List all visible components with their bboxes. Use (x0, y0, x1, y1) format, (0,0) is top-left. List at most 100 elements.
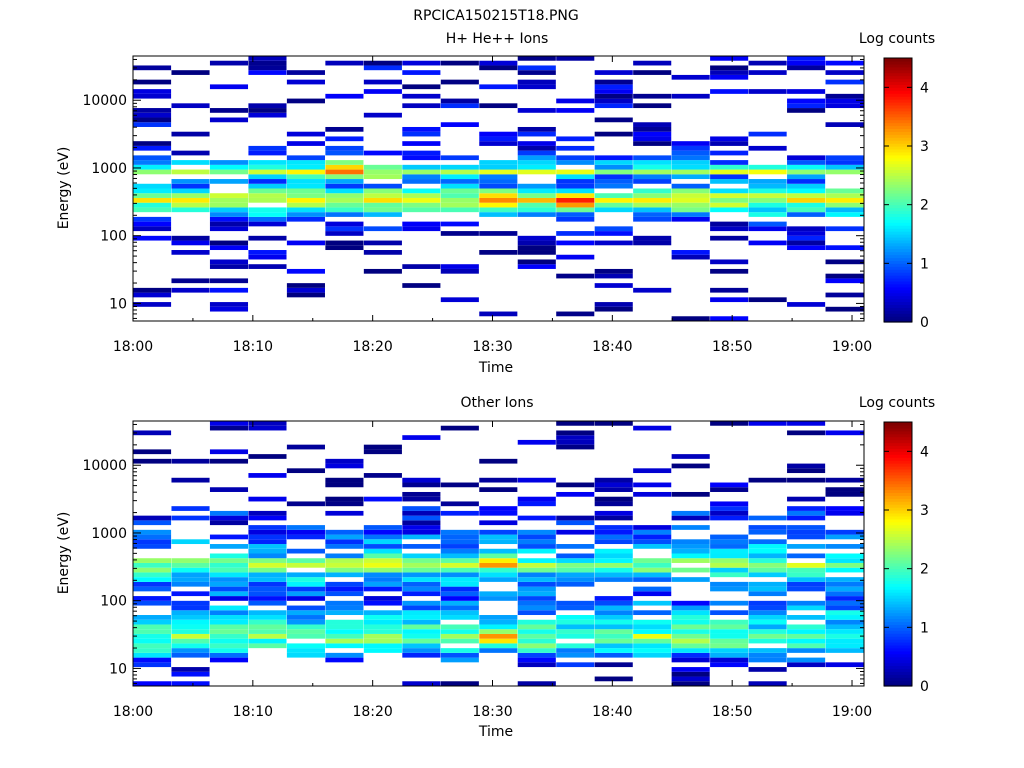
heatmap-cell (787, 245, 826, 251)
heatmap-cell (556, 136, 595, 142)
heatmap-cell (594, 629, 633, 634)
heatmap-cell (787, 197, 826, 203)
heatmap-cell (594, 84, 633, 90)
colorbar-swatch (884, 207, 912, 212)
heatmap-cell (671, 629, 710, 634)
heatmap-cell (748, 648, 787, 653)
heatmap-cell (133, 638, 172, 644)
heatmap-cell (402, 174, 441, 180)
heatmap-cell (248, 539, 287, 545)
heatmap-cell (325, 567, 364, 573)
heatmap-cell (402, 221, 441, 227)
heatmap-cell (787, 231, 826, 236)
heatmap-cell (633, 652, 672, 658)
heatmap-cell (325, 529, 364, 535)
heatmap-cell (248, 562, 287, 568)
heatmap-cell (825, 477, 864, 483)
heatmap-cell (286, 577, 325, 582)
heatmap-cell (710, 487, 749, 492)
heatmap-cell (209, 108, 249, 113)
heatmap-cell (594, 638, 633, 644)
heatmap-cell (286, 591, 325, 597)
heatmap-cell (556, 155, 595, 161)
heatmap-cell (402, 633, 441, 639)
heatmap-cell (286, 468, 325, 474)
heatmap-cell (517, 56, 556, 61)
heatmap-cell (325, 544, 364, 549)
panel-2-y-label: Energy (eV) (56, 512, 72, 595)
heatmap-cell (517, 596, 556, 601)
heatmap-cell (363, 648, 402, 653)
heatmap-cell (710, 89, 749, 94)
heatmap-cell (748, 131, 787, 137)
colorbar-swatch (884, 242, 912, 247)
heatmap-cell (363, 183, 402, 189)
colorbar-swatch (884, 592, 912, 596)
heatmap-cell (133, 619, 172, 625)
heatmap-cell (133, 562, 172, 568)
heatmap-cell (209, 421, 249, 426)
heatmap-cell (325, 160, 364, 165)
heatmap-cell (209, 226, 249, 232)
colorbar-swatch (884, 627, 912, 631)
heatmap-cell (325, 496, 364, 502)
colorbar-swatch (884, 524, 912, 529)
heatmap-cell (440, 534, 479, 540)
heatmap-cell (825, 273, 864, 279)
heatmap-cell (171, 287, 210, 293)
heatmap-cell (209, 259, 249, 265)
heatmap-cell (594, 174, 633, 180)
heatmap-cell (710, 638, 749, 644)
heatmap-cell (556, 529, 595, 535)
heatmap-cell (325, 610, 364, 616)
heatmap-cell (479, 619, 518, 625)
heatmap-cell (787, 572, 826, 578)
panel-2-x-label: Time (478, 724, 513, 740)
heatmap-cell (748, 652, 787, 658)
heatmap-cell (556, 202, 595, 208)
heatmap-cell (594, 179, 633, 184)
heatmap-cell (556, 169, 595, 175)
heatmap-cell (633, 562, 672, 568)
heatmap-cell (325, 510, 364, 516)
heatmap-cell (325, 202, 364, 208)
heatmap-cell (748, 70, 787, 75)
heatmap-cell (325, 197, 364, 203)
heatmap-cell (402, 591, 441, 597)
heatmap-cell (402, 126, 441, 132)
x-tick-label: 18:40 (592, 339, 632, 355)
colorbar-swatch (884, 151, 912, 156)
heatmap-cell (710, 221, 749, 227)
heatmap-cell (787, 169, 826, 175)
heatmap-cell (825, 278, 864, 284)
heatmap-cell (440, 558, 479, 563)
heatmap-cell (479, 624, 518, 630)
heatmap-cell (825, 643, 864, 649)
heatmap-cell (171, 562, 210, 568)
heatmap-cell (710, 567, 749, 573)
heatmap-cell (402, 515, 441, 521)
heatmap-cell (325, 188, 364, 194)
heatmap-cell (479, 562, 518, 568)
heatmap-cell (209, 197, 249, 203)
heatmap-cell (363, 207, 402, 213)
heatmap-cell (133, 89, 172, 94)
heatmap-cell (479, 638, 518, 644)
heatmap-cell (787, 510, 826, 516)
heatmap-cell (479, 250, 518, 255)
heatmap-cell (133, 567, 172, 573)
heatmap-cell (325, 638, 364, 644)
heatmap-cell (479, 539, 518, 545)
heatmap-cell (286, 183, 325, 189)
heatmap-cell (556, 520, 595, 526)
heatmap-cell (402, 197, 441, 203)
heatmap-cell (671, 544, 710, 549)
heatmap-cell (248, 250, 287, 255)
heatmap-cell (671, 188, 710, 194)
heatmap-cell (517, 600, 556, 606)
heatmap-cell (633, 160, 672, 165)
heatmap-cell (363, 562, 402, 568)
colorbar-swatch (884, 489, 912, 493)
heatmap-cell (325, 93, 364, 99)
heatmap-cell (171, 572, 210, 578)
